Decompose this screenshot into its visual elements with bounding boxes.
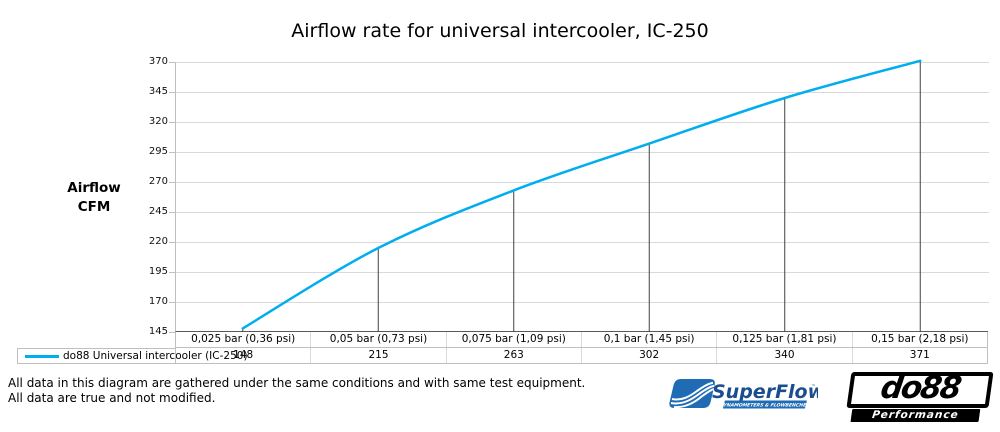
legend: do88 Universal intercooler (IC-250) bbox=[17, 348, 248, 364]
plot-area bbox=[175, 62, 989, 332]
footer-note-line1: All data in this diagram are gathered un… bbox=[8, 376, 586, 390]
x-axis-label-cell: 0,1 bar (1,45 psi) bbox=[582, 332, 718, 347]
gridline bbox=[176, 182, 989, 183]
superflow-wave-lines bbox=[670, 382, 716, 409]
y-axis-tick-mark bbox=[169, 272, 175, 273]
y-axis-tick-label: 170 bbox=[148, 296, 168, 307]
superflow-wordmark: SuperFlow bbox=[712, 381, 818, 403]
data-value-cell: 302 bbox=[582, 348, 718, 363]
gridline bbox=[176, 92, 989, 93]
y-axis-tick-mark bbox=[169, 242, 175, 243]
y-axis-tick-label: 145 bbox=[148, 326, 168, 337]
y-axis-title-line2: CFM bbox=[77, 199, 111, 215]
y-axis-tick-label: 295 bbox=[148, 146, 168, 157]
superflow-tagline-bar: DYNAMOMETERS & FLOWBENCHES bbox=[719, 400, 811, 409]
y-axis-title-line1: Airflow bbox=[67, 180, 121, 196]
footer-note: All data in this diagram are gathered un… bbox=[8, 376, 585, 405]
data-value-cell: 148 bbox=[176, 348, 312, 363]
y-axis-title: Airflow CFM bbox=[38, 179, 150, 217]
do88-tagline: Performance bbox=[871, 409, 960, 421]
superflow-tagline: DYNAMOMETERS & FLOWBENCHES bbox=[719, 403, 811, 409]
y-axis-tick-label: 220 bbox=[148, 236, 168, 247]
data-value-cell: 340 bbox=[717, 348, 853, 363]
x-axis-label-cell: 0,025 bar (0,36 psi) bbox=[176, 332, 312, 347]
do88-logo: do88 Performance bbox=[844, 370, 994, 422]
gridline bbox=[176, 242, 989, 243]
y-axis-tick-label: 195 bbox=[148, 266, 168, 277]
x-axis-label-cell: 0,05 bar (0,73 psi) bbox=[311, 332, 447, 347]
gridline bbox=[176, 212, 989, 213]
data-table-value-row: 148 215 263 302 340 371 bbox=[175, 348, 988, 364]
y-axis-tick-label: 245 bbox=[148, 206, 168, 217]
y-axis-tick-mark bbox=[169, 182, 175, 183]
x-axis-label-cell: 0,15 bar (2,18 psi) bbox=[871, 333, 969, 345]
y-axis-tick-mark bbox=[169, 332, 175, 333]
gridline bbox=[176, 272, 989, 273]
y-axis-tick-label: 270 bbox=[148, 176, 168, 187]
do88-tagline-bar: Performance bbox=[850, 409, 981, 422]
x-axis-label-row: 0,025 bar (0,36 psi) 0,05 bar (0,73 psi) 0… bbox=[175, 332, 988, 348]
gridline bbox=[176, 302, 989, 303]
superflow-logo: SuperFlow ™ DYNAMOMETERS & FLOWBENCHES bbox=[669, 379, 818, 409]
y-axis-tick-mark bbox=[169, 62, 175, 63]
chart-title: Airflow rate for universal intercooler, … bbox=[291, 20, 709, 42]
gridline bbox=[176, 62, 989, 63]
superflow-trademark: ™ bbox=[811, 384, 816, 390]
legend-line-swatch bbox=[25, 354, 59, 358]
do88-wordmark: do88 bbox=[878, 370, 963, 406]
legend-label: do88 Universal intercooler (IC-250) bbox=[63, 350, 248, 362]
gridline bbox=[176, 122, 989, 123]
data-value-cell: 371 bbox=[909, 349, 930, 361]
data-value-cell: 263 bbox=[447, 348, 582, 363]
y-axis-tick-label: 370 bbox=[148, 56, 168, 67]
x-axis-label-cell: 0,075 bar (1,09 psi) bbox=[447, 332, 582, 347]
y-axis-tick-mark bbox=[169, 152, 175, 153]
footer-note-line2: All data are true and not modified. bbox=[8, 390, 216, 405]
y-axis-tick-mark bbox=[169, 122, 175, 123]
y-axis-tick-mark bbox=[169, 212, 175, 213]
data-value-cell: 215 bbox=[311, 348, 447, 363]
y-axis-tick-label: 345 bbox=[148, 86, 168, 97]
x-axis-label-cell: 0,125 bar (1,81 psi) bbox=[717, 332, 853, 347]
do88-wordmark-box: do88 bbox=[846, 370, 994, 408]
gridline bbox=[176, 152, 989, 153]
y-axis-tick-label: 320 bbox=[148, 116, 168, 127]
y-axis-tick-mark bbox=[169, 302, 175, 303]
y-axis-tick-mark bbox=[169, 92, 175, 93]
